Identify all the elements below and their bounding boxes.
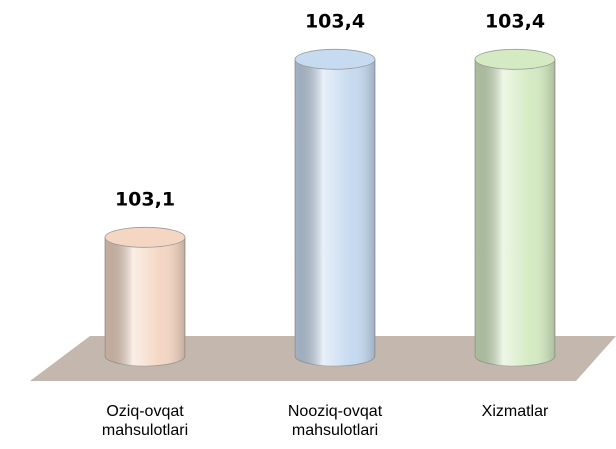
category-label: Xizmatlar	[481, 403, 549, 420]
cylinder-shade	[105, 237, 185, 366]
category-label: Oziq-ovqat mahsulotlari	[101, 403, 189, 439]
value-label: 103,4	[305, 10, 365, 32]
cylinder-top	[294, 48, 376, 70]
category-label: Nooziq-ovqat mahsulotlari	[287, 403, 383, 439]
cylinder-shade	[475, 59, 555, 366]
value-label: 103,1	[115, 188, 175, 210]
cylinder-top	[104, 226, 186, 248]
value-label: 103,4	[485, 10, 545, 32]
cylinder-shade	[295, 59, 375, 366]
cylinder-top	[474, 48, 556, 70]
